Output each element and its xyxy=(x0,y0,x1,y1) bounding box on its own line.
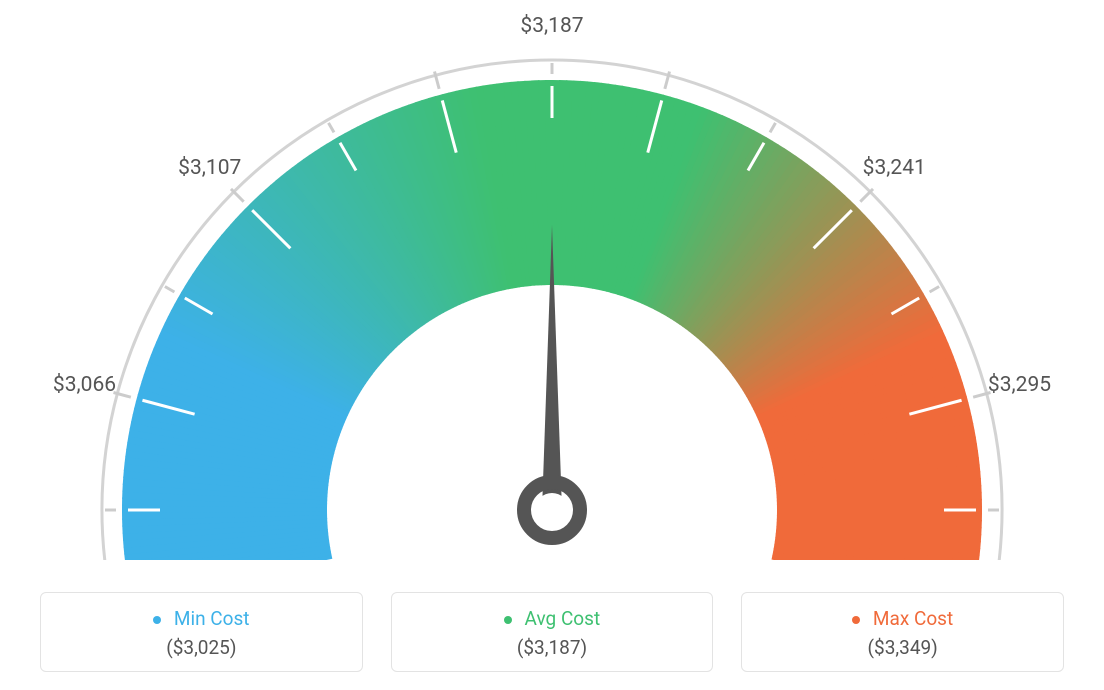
gauge-tick-label: $3,187 xyxy=(520,14,583,38)
avg-cost-label: Avg Cost xyxy=(525,607,601,630)
min-cost-card: Min Cost ($3,025) xyxy=(40,592,363,672)
max-cost-title: Max Cost xyxy=(852,607,953,630)
summary-cards: Min Cost ($3,025) Avg Cost ($3,187) Max … xyxy=(0,592,1104,672)
gauge-svg xyxy=(0,0,1104,560)
avg-cost-card: Avg Cost ($3,187) xyxy=(391,592,714,672)
min-cost-title: Min Cost xyxy=(153,607,249,630)
min-cost-value: ($3,025) xyxy=(51,636,352,659)
gauge-tick-label: $3,241 xyxy=(863,156,926,180)
avg-cost-title: Avg Cost xyxy=(504,607,600,630)
dot-icon xyxy=(852,616,860,624)
max-cost-label: Max Cost xyxy=(873,607,953,630)
gauge-area: $3,025$3,066$3,107$3,187$3,241$3,295$3,3… xyxy=(0,0,1104,560)
chart-container: $3,025$3,066$3,107$3,187$3,241$3,295$3,3… xyxy=(0,0,1104,690)
max-cost-card: Max Cost ($3,349) xyxy=(741,592,1064,672)
max-cost-value: ($3,349) xyxy=(752,636,1053,659)
gauge-tick-label: $3,066 xyxy=(53,373,116,397)
dot-icon xyxy=(153,616,161,624)
dot-icon xyxy=(504,616,512,624)
min-cost-label: Min Cost xyxy=(174,607,250,630)
gauge-tick-label: $3,295 xyxy=(988,373,1051,397)
avg-cost-value: ($3,187) xyxy=(402,636,703,659)
gauge-tick-label: $3,107 xyxy=(178,156,241,180)
gauge-needle-hub-inner xyxy=(535,493,569,527)
